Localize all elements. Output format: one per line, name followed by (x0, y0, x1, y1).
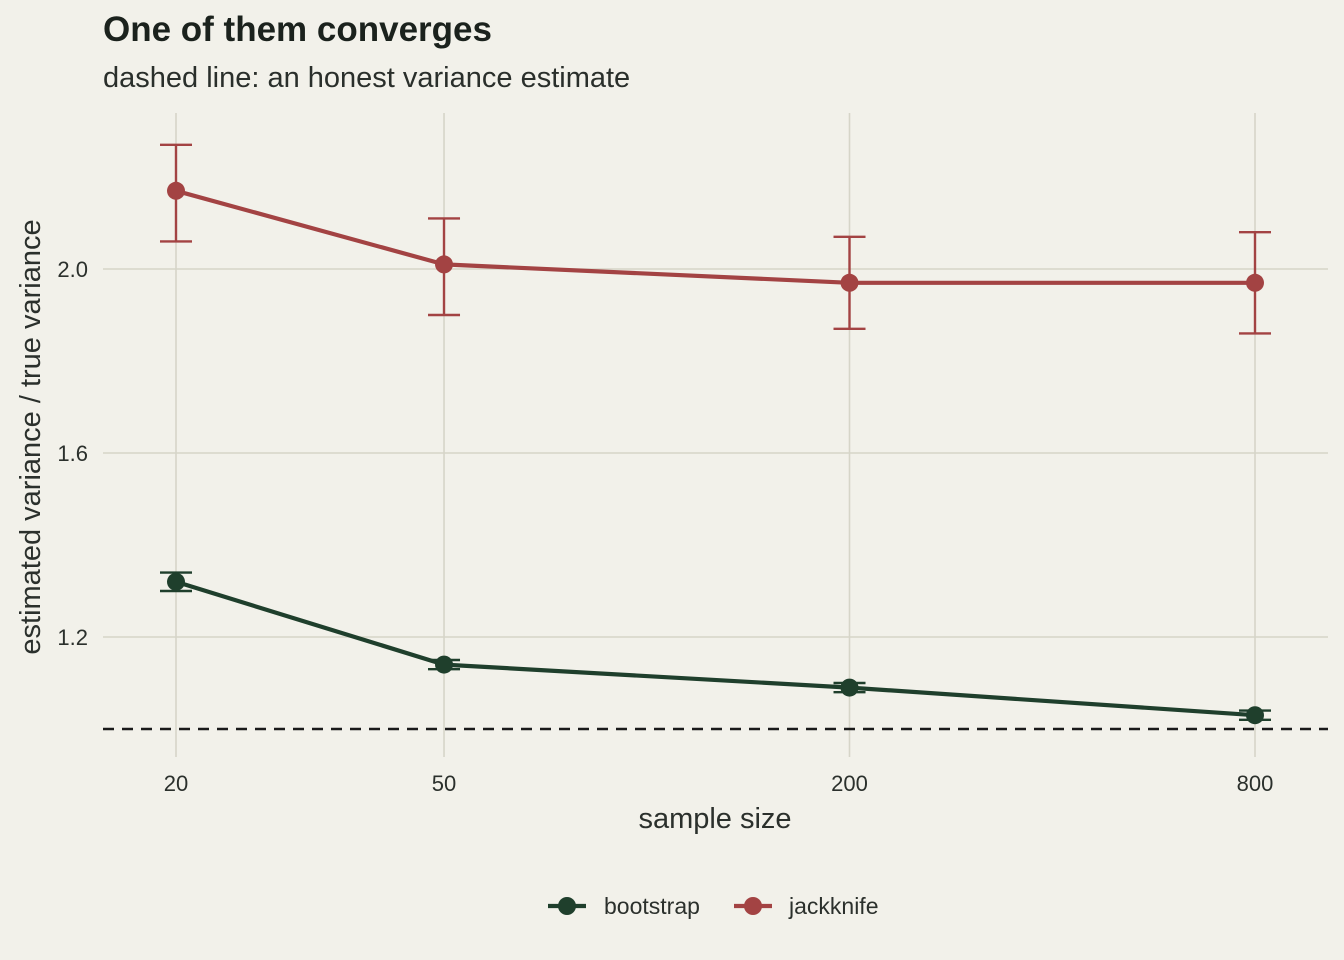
series-bootstrap (160, 571, 1271, 725)
chart-title: One of them converges (103, 10, 492, 49)
legend-label: bootstrap (604, 893, 700, 919)
y-tick-label: 1.2 (57, 625, 88, 650)
legend-key-point (558, 897, 576, 915)
grid-layer (103, 113, 1328, 757)
bootstrap-point (1246, 706, 1264, 725)
bootstrap-point (167, 572, 185, 591)
x-tick-label: 800 (1237, 771, 1274, 796)
y-tick-label: 1.6 (57, 441, 88, 466)
legend-key-point (744, 897, 762, 915)
jackknife-line (175, 188, 1255, 285)
series-jackknife (160, 143, 1271, 335)
y-axis-title: estimated variance / true variance (15, 219, 47, 654)
jackknife-point (167, 181, 185, 200)
y-tick-label: 2.0 (57, 257, 88, 282)
legend-label: jackknife (788, 893, 878, 919)
x-tick-label: 50 (432, 771, 456, 796)
jackknife-point (435, 255, 454, 274)
bootstrap-point (840, 678, 859, 697)
jackknife-point (1246, 273, 1264, 292)
legend-item-bootstrap: bootstrap (548, 893, 700, 919)
series-layer (160, 143, 1271, 725)
bootstrap-point (435, 655, 454, 674)
legend: bootstrap jackknife (548, 893, 878, 919)
x-tick-label: 20 (164, 771, 188, 796)
x-axis-title: sample size (638, 803, 791, 835)
chart-subtitle: dashed line: an honest variance estimate (103, 62, 631, 94)
bootstrap-line (175, 579, 1256, 718)
axis-layer: sample size estimated variance / true va… (15, 219, 1273, 835)
legend-item-jackknife: jackknife (734, 893, 878, 919)
jackknife-point (840, 273, 859, 292)
x-tick-label: 200 (831, 771, 868, 796)
